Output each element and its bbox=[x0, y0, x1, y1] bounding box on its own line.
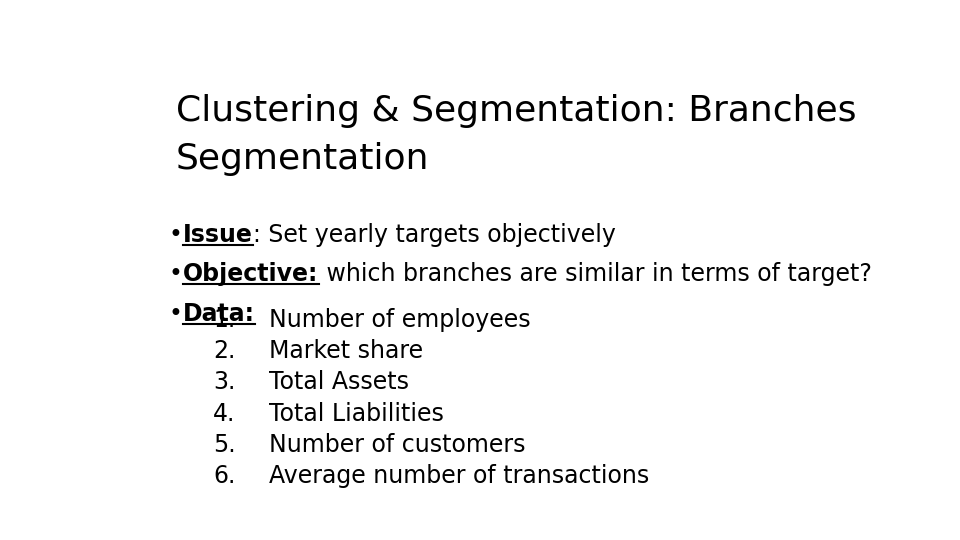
Text: Market share: Market share bbox=[269, 339, 423, 363]
Text: Data:: Data: bbox=[183, 302, 255, 326]
Text: 5.: 5. bbox=[213, 433, 235, 457]
Text: 2.: 2. bbox=[213, 339, 235, 363]
Text: Clustering & Segmentation: Branches: Clustering & Segmentation: Branches bbox=[176, 94, 856, 128]
Text: which branches are similar in terms of target?: which branches are similar in terms of t… bbox=[319, 262, 872, 286]
Text: 3.: 3. bbox=[213, 370, 235, 394]
Text: Number of employees: Number of employees bbox=[269, 308, 531, 332]
Text: Segmentation: Segmentation bbox=[176, 141, 429, 176]
Text: Objective:: Objective: bbox=[183, 262, 319, 286]
Text: 4.: 4. bbox=[213, 402, 235, 426]
Text: Average number of transactions: Average number of transactions bbox=[269, 464, 649, 488]
Text: Number of customers: Number of customers bbox=[269, 433, 525, 457]
Text: 1.: 1. bbox=[213, 308, 235, 332]
Text: : Set yearly targets objectively: : Set yearly targets objectively bbox=[253, 223, 616, 247]
Text: •: • bbox=[168, 223, 182, 247]
Text: •: • bbox=[168, 262, 182, 286]
Text: Total Liabilities: Total Liabilities bbox=[269, 402, 444, 426]
Text: Total Assets: Total Assets bbox=[269, 370, 409, 394]
Text: Issue: Issue bbox=[183, 223, 253, 247]
Text: 6.: 6. bbox=[213, 464, 235, 488]
Text: •: • bbox=[168, 302, 182, 326]
